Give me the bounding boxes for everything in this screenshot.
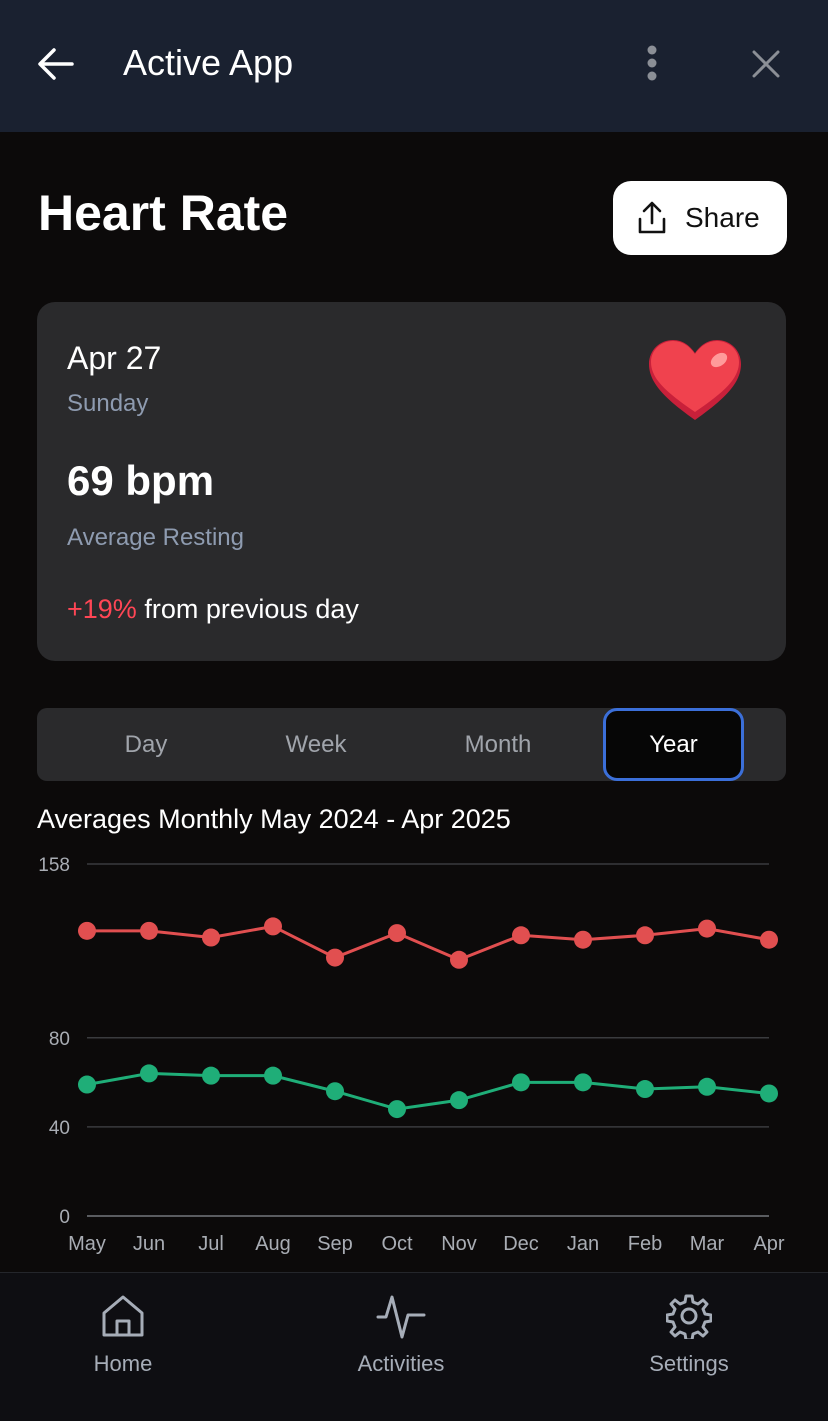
data-point: [326, 948, 344, 967]
x-tick-label: Oct: [381, 1233, 413, 1255]
change-row: +19% from previous day: [67, 594, 359, 625]
x-tick-label: Nov: [441, 1233, 477, 1255]
data-point: [326, 1082, 344, 1101]
share-icon: [638, 201, 666, 234]
data-point: [636, 1080, 654, 1099]
data-point: [512, 1073, 530, 1092]
nav-label[interactable]: Settings: [649, 1351, 729, 1376]
data-point: [388, 1100, 406, 1119]
data-point: [140, 921, 158, 940]
x-tick-label: Feb: [628, 1233, 662, 1255]
activities-icon[interactable]: [376, 1293, 426, 1339]
x-tick-label: Aug: [255, 1233, 291, 1255]
tab[interactable]: Day: [124, 731, 168, 758]
data-point: [140, 1064, 158, 1083]
bottom-nav: Home Activities Settings: [0, 1272, 828, 1421]
data-point: [574, 930, 592, 949]
series-line: [86, 1071, 770, 1111]
summary-card: Apr 27 Sunday 69 bpm Average Resting +19…: [37, 302, 786, 661]
date: Apr 27: [67, 340, 162, 376]
data-point: [636, 926, 654, 945]
data-point: [450, 950, 468, 969]
x-tick-label: Mar: [690, 1233, 725, 1255]
weekday: Sunday: [67, 390, 149, 417]
data-point: [450, 1091, 468, 1110]
range-tabs: Day Week Month Year: [37, 708, 786, 781]
value-label: Average Resting: [67, 524, 244, 551]
top-bar: Active App: [0, 0, 828, 132]
tab[interactable]: Week: [285, 731, 347, 758]
data-point: [760, 1084, 778, 1103]
data-point: [78, 921, 96, 940]
y-tick-label: 80: [49, 1029, 70, 1050]
y-tick-label: 158: [38, 855, 70, 876]
nav-label[interactable]: Activities: [357, 1351, 445, 1376]
x-tick-label: Apr: [753, 1233, 784, 1255]
page-title: Heart Rate: [38, 185, 289, 241]
home-icon[interactable]: [100, 1293, 146, 1339]
change-percent: +19%: [67, 594, 137, 624]
y-tick-label: 40: [49, 1118, 70, 1139]
data-point: [760, 930, 778, 949]
nav-label[interactable]: Home: [93, 1351, 153, 1376]
x-tick-label: Jun: [133, 1233, 165, 1255]
x-tick-label: May: [68, 1233, 106, 1255]
data-point: [202, 928, 220, 947]
data-point: [698, 1077, 716, 1096]
heart-rate-value: 69 bpm: [67, 457, 215, 504]
close-button[interactable]: [750, 48, 782, 80]
chart-title: Averages Monthly May 2024 - Apr 2025: [37, 804, 511, 834]
x-tick-label: Jul: [198, 1233, 224, 1255]
data-point: [264, 917, 282, 936]
series-line: [87, 924, 770, 962]
tab[interactable]: Year: [603, 708, 744, 781]
x-tick-label: Sep: [317, 1233, 353, 1255]
chart: 0 40 80 158 May Jun Jul Aug Sep Oct Nov Dec Jan Feb Ma…: [38, 855, 785, 1255]
back-button[interactable]: [36, 44, 76, 84]
data-point: [78, 1075, 96, 1094]
data-point: [388, 924, 406, 943]
data-point: [574, 1073, 592, 1092]
x-tick-label: Dec: [503, 1233, 539, 1255]
settings-icon[interactable]: [666, 1293, 712, 1339]
tab[interactable]: Month: [464, 731, 532, 758]
data-point: [698, 919, 716, 938]
change-text: from previous day: [144, 594, 359, 624]
data-point: [202, 1066, 220, 1085]
x-tick-label: Jan: [567, 1233, 599, 1255]
data-point: [512, 926, 530, 945]
y-tick-label: 0: [59, 1207, 70, 1228]
app-title: Active App: [123, 42, 294, 83]
share-button[interactable]: Share: [613, 181, 787, 255]
share-label: Share: [685, 202, 760, 233]
heart-icon: [649, 340, 741, 420]
menu-button[interactable]: [640, 44, 664, 84]
data-point: [264, 1066, 282, 1085]
